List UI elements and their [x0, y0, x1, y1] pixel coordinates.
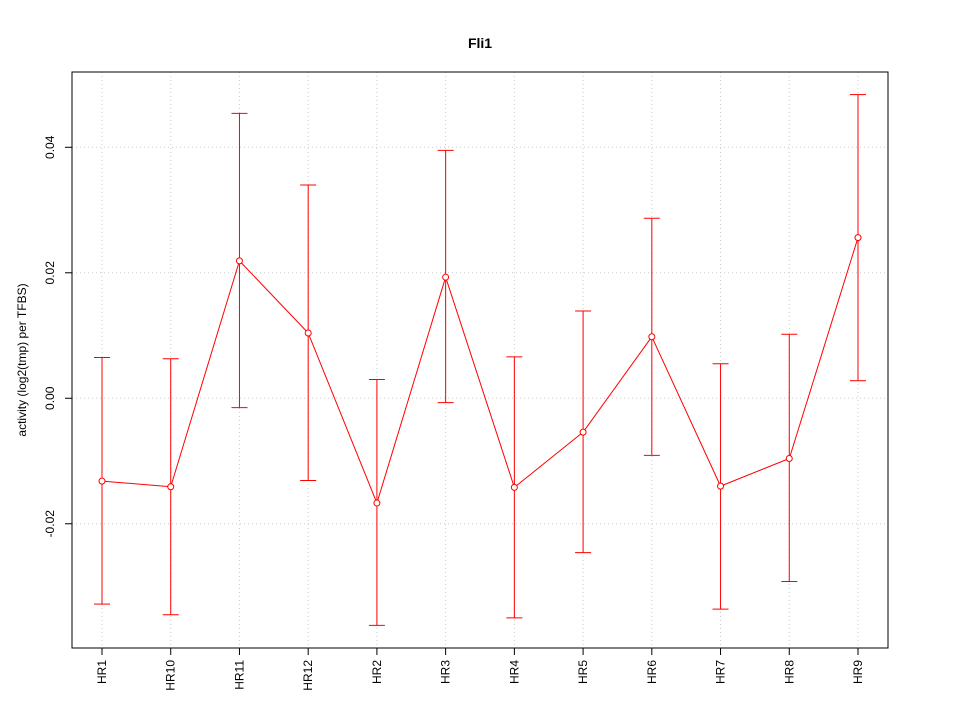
x-tick-label: HR8 — [782, 660, 796, 684]
series-line-segment — [445, 277, 515, 488]
series-line-segment — [651, 336, 721, 487]
y-tick-label: 0.02 — [43, 261, 57, 285]
plot-frame — [71, 71, 889, 649]
data-point — [167, 483, 175, 491]
grid-lines — [72, 72, 888, 648]
series-line-segment — [307, 332, 378, 504]
x-tick-label: HR4 — [507, 660, 521, 684]
x-tick-label: HR1 — [95, 660, 109, 684]
series-line-segment — [239, 260, 309, 334]
series-line-segment — [101, 480, 171, 488]
x-tick-label: HR11 — [232, 660, 246, 690]
data-point — [854, 234, 862, 242]
series-line-segment — [582, 336, 653, 433]
data-point — [304, 329, 312, 337]
data-point — [717, 482, 725, 490]
x-tick-label: HR10 — [164, 660, 178, 691]
data-point — [510, 483, 518, 491]
y-tick-label: 0.00 — [43, 386, 57, 410]
y-tick-label: 0.04 — [43, 135, 57, 159]
x-tick-label: HR2 — [370, 660, 384, 684]
series-line-segment — [376, 277, 447, 504]
data-point — [648, 333, 656, 341]
series-line-segment — [788, 237, 859, 459]
x-tick-label: HR9 — [851, 660, 865, 684]
y-axis-label: activity (log2(tmp) per TFBS) — [15, 283, 29, 436]
series-line-segment — [170, 260, 240, 487]
x-tick-label: HR7 — [714, 660, 728, 684]
series-line-segment — [720, 458, 790, 487]
y-tick-label: -0.02 — [43, 510, 57, 538]
axes: -0.02 0.00 0.02 0.04 HR1 HR10 HR11 HR12 HR2 HR3 HR… — [43, 135, 865, 690]
series-line-segment — [514, 431, 584, 488]
data-point — [785, 455, 793, 463]
x-tick-label: HR6 — [645, 660, 659, 684]
data-point — [235, 257, 243, 265]
data-point — [579, 428, 587, 436]
data-point — [442, 273, 450, 281]
x-tick-label: HR12 — [301, 660, 315, 691]
x-tick-label: HR3 — [439, 660, 453, 684]
x-tick-label: HR5 — [576, 660, 590, 684]
data-point — [373, 499, 381, 507]
chart-title: Fli1 — [468, 35, 492, 51]
series-layer — [94, 94, 866, 626]
data-point — [98, 477, 106, 485]
